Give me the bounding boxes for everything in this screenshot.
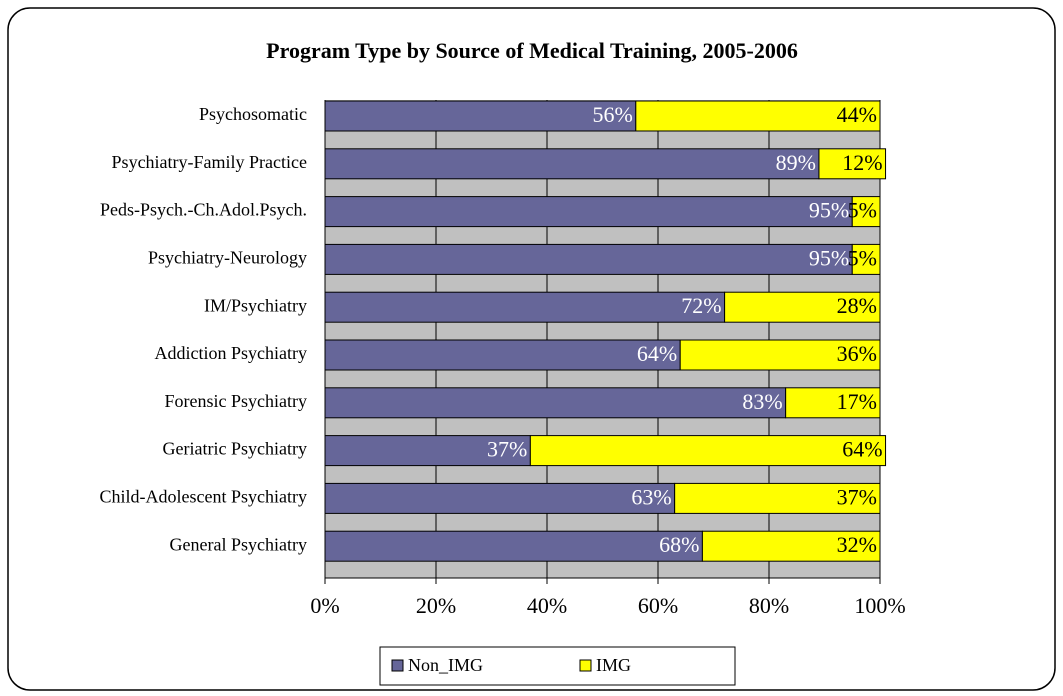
legend-label: IMG: [596, 655, 631, 675]
y-tick-label: Child-Adolescent Psychiatry: [100, 487, 307, 507]
value-label: 89%: [776, 150, 816, 175]
x-tick-label: 0%: [310, 593, 339, 618]
y-tick-label: Psychiatry-Family Practice: [112, 152, 307, 172]
y-tick-label: IM/Psychiatry: [204, 295, 307, 315]
bar-segment: [324, 387, 787, 419]
value-label: 28%: [837, 293, 877, 318]
x-tick-label: 40%: [527, 593, 567, 618]
bar-segment: [324, 435, 531, 467]
value-label: 5%: [848, 245, 877, 270]
bar-segment: [635, 100, 881, 132]
bar-segment: [851, 243, 881, 275]
value-label: 64%: [637, 341, 677, 366]
bar-segment: [324, 100, 637, 132]
legend-swatch: [579, 659, 592, 672]
value-label: 63%: [631, 484, 671, 509]
legend-box: [379, 646, 736, 686]
value-label: 32%: [837, 532, 877, 557]
value-label: 12%: [842, 150, 882, 175]
x-tick-label: 80%: [749, 593, 789, 618]
x-tick-label: 20%: [416, 593, 456, 618]
value-label: 44%: [837, 102, 877, 127]
value-label: 95%: [809, 198, 849, 223]
value-label: 5%: [848, 198, 877, 223]
bar-segment: [529, 435, 887, 467]
bar-segment: [679, 339, 881, 371]
bar-segment: [724, 291, 881, 323]
y-tick-label: Geriatric Psychiatry: [163, 439, 307, 459]
y-tick-label: Addiction Psychiatry: [155, 343, 307, 363]
x-tick-label: 100%: [854, 593, 905, 618]
bar-segment: [324, 482, 676, 514]
y-tick-label: General Psychiatry: [170, 534, 307, 554]
bar-segment: [324, 530, 703, 562]
y-tick-label: Peds-Psych.-Ch.Adol.Psych.: [100, 200, 307, 220]
value-label: 37%: [837, 484, 877, 509]
bar-segment: [674, 482, 881, 514]
bar-segment: [818, 148, 887, 180]
value-label: 72%: [681, 293, 721, 318]
value-label: 64%: [842, 437, 882, 462]
value-label: 37%: [487, 437, 527, 462]
chart-title: Program Type by Source of Medical Traini…: [266, 38, 798, 63]
value-label: 68%: [659, 532, 699, 557]
y-tick-label: Forensic Psychiatry: [165, 391, 307, 411]
value-label: 95%: [809, 245, 849, 270]
value-label: 83%: [742, 389, 782, 414]
bar-segment: [324, 291, 726, 323]
y-tick-label: Psychiatry-Neurology: [148, 248, 307, 268]
bar-segment: [851, 196, 881, 228]
value-label: 17%: [837, 389, 877, 414]
bar-segment: [324, 339, 681, 371]
bar-segment: [324, 196, 853, 228]
x-tick-label: 60%: [638, 593, 678, 618]
bar-segment: [701, 530, 881, 562]
bar-segment: [324, 148, 820, 180]
legend-swatch: [391, 659, 404, 672]
y-tick-label: Psychosomatic: [199, 104, 307, 124]
legend-label: Non_IMG: [408, 655, 483, 675]
value-label: 36%: [837, 341, 877, 366]
bar-segment: [785, 387, 881, 419]
value-label: 56%: [592, 102, 632, 127]
bar-segment: [324, 243, 853, 275]
